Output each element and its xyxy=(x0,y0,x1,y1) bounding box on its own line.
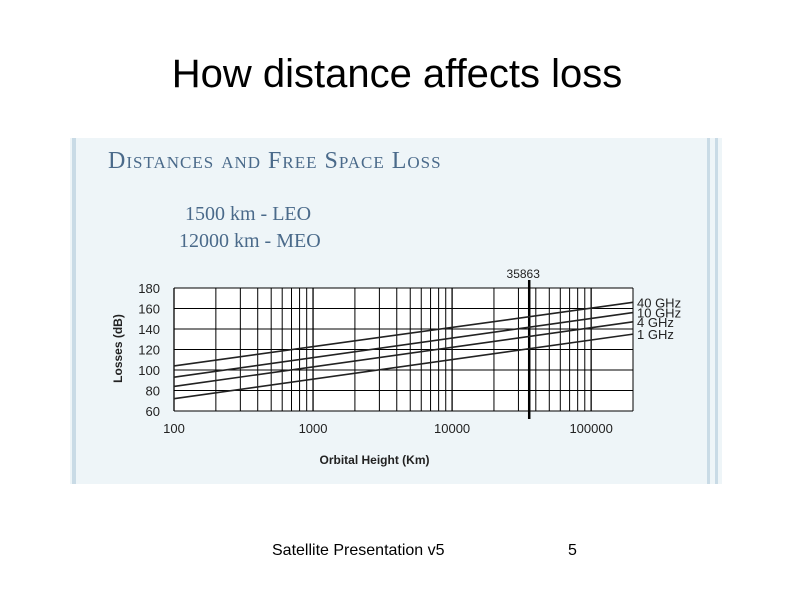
series-label: 1 GHz xyxy=(637,327,674,342)
series-line xyxy=(173,333,634,400)
y-tick-label: 140 xyxy=(138,322,160,337)
x-axis-label: Orbital Height (Km) xyxy=(320,453,430,467)
y-axis-label: Losses (dB) xyxy=(111,314,125,383)
series-label: 40 GHz xyxy=(637,295,681,310)
series-label: 4 GHz xyxy=(637,315,674,330)
panel-border-right xyxy=(707,138,710,484)
y-tick-label: 80 xyxy=(146,384,160,399)
y-tick-label: 60 xyxy=(146,404,160,419)
y-tick-label: 100 xyxy=(138,363,160,378)
panel-border-right-outer xyxy=(715,138,718,484)
orbit-line-leo: 1500 km - LEO xyxy=(185,203,312,225)
page-number: 5 xyxy=(568,542,577,559)
footer-text: Satellite Presentation v5 xyxy=(272,542,445,559)
x-tick-label: 10000 xyxy=(434,421,470,436)
panel-border-left xyxy=(72,138,76,484)
figure-heading: Distances and Free Space Loss xyxy=(108,148,442,174)
series-line xyxy=(173,321,634,388)
annotation-label: 35863 xyxy=(507,267,541,281)
orbit-line-meo: 12000 km - MEO xyxy=(179,230,321,252)
x-tick-label: 1000 xyxy=(299,421,328,436)
y-tick-label: 120 xyxy=(138,343,160,358)
x-tick-label: 100 xyxy=(163,421,185,436)
series-line xyxy=(173,311,634,378)
x-tick-label: 100000 xyxy=(569,421,612,436)
series-label: 10 GHz xyxy=(637,306,681,321)
series-line xyxy=(173,301,634,367)
y-tick-label: 160 xyxy=(138,302,160,317)
y-tick-label: 180 xyxy=(138,281,160,296)
slide-title: How distance affects loss xyxy=(171,52,623,96)
